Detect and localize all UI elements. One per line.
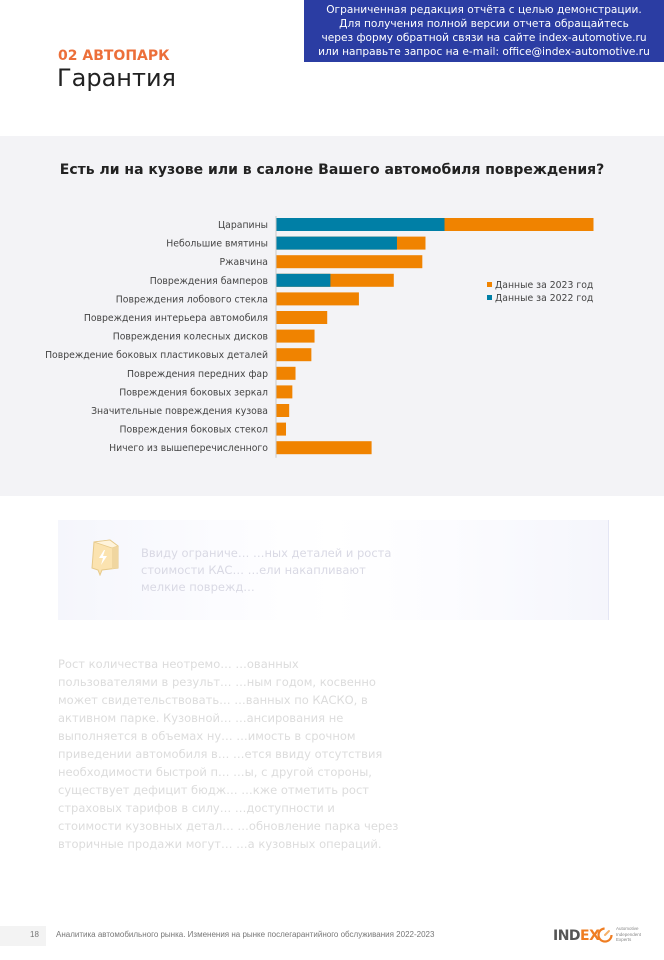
- category-label: Ржавчина: [220, 257, 268, 268]
- bar-2023: [276, 329, 315, 343]
- bar-2023: [276, 441, 372, 455]
- bar-2023: [276, 292, 359, 306]
- banner-line: Для получения полной версии отчета обращ…: [339, 18, 629, 30]
- chart-title: Есть ли на кузове или в салоне Вашего ав…: [59, 162, 605, 178]
- body-line: страховых тарифов в силу… …доступности и: [58, 801, 335, 815]
- legend-swatch-2022: [487, 295, 492, 300]
- body-line: выполняется в объемах ну… …имость в сроч…: [58, 729, 356, 743]
- body-paragraph: Рост количества неотремо… …ованных польз…: [58, 655, 608, 853]
- callout-text: Ввиду ограниче… …ных деталей и роста сто…: [141, 545, 561, 596]
- body-line: приведении автомобиля в… …ется ввиду отс…: [58, 747, 383, 761]
- bar-2022: [276, 218, 445, 231]
- category-label: Небольшие вмятины: [166, 239, 268, 250]
- banner-line: через форму обратной связи на сайте inde…: [321, 32, 647, 44]
- body-line: Рост количества неотремо… …ованных: [58, 657, 299, 671]
- chart-panel: [0, 136, 664, 496]
- category-label: Повреждения лобового стекла: [116, 294, 268, 305]
- category-label: Значительные повреждения кузова: [91, 406, 268, 417]
- logo-tag-line: Experts: [616, 937, 632, 942]
- bar-2022: [276, 236, 397, 250]
- demo-notice-banner: Ограниченная редакция отчёта с целью дем…: [304, 0, 664, 62]
- logo-tagline: Automotive Independent Experts: [616, 926, 641, 943]
- callout-box: [58, 520, 609, 620]
- banner-line: или направьте запрос на e-mail: office@i…: [318, 46, 650, 58]
- legend-label-2023: Данные за 2023 год: [495, 280, 593, 291]
- category-label: Повреждение боковых пластиковых деталей: [45, 350, 268, 361]
- category-label: Повреждения боковых стекол: [120, 425, 269, 436]
- body-line: существует дефицит бюдж… …кже отметить р…: [58, 783, 369, 797]
- body-line: пользователями в результ… …ным годом, ко…: [58, 675, 376, 689]
- category-label: Повреждения передних фар: [127, 369, 268, 380]
- gauge-logo-icon: [597, 927, 613, 943]
- body-line: активном парке. Кузовной… …ансирования н…: [58, 711, 344, 725]
- logo-tag-line: Independent: [616, 931, 642, 937]
- body-line: стоимости кузовных детал… …обновление па…: [58, 819, 399, 833]
- bar-2022: [276, 273, 331, 287]
- logo-wordmark: INDEX: [553, 928, 600, 944]
- bar-2023: [276, 385, 293, 399]
- page-number: 18: [30, 930, 39, 939]
- index-logo: INDEX Automotive Independent Experts: [553, 924, 663, 948]
- category-label: Повреждения боковых зеркал: [119, 387, 268, 398]
- body-line: вторичные продажи могут… …а кузовных опе…: [58, 837, 382, 851]
- page-number-box: [0, 926, 46, 946]
- footer-text: Аналитика автомобильного рынка. Изменени…: [56, 930, 435, 939]
- category-label: Повреждения бамперов: [150, 276, 268, 287]
- body-line: может свидетельствовать… …ванных по КАСК…: [58, 693, 368, 707]
- bar-2023: [276, 348, 312, 362]
- bar-2023: [276, 311, 328, 324]
- logo-tag-line: Automotive: [616, 926, 639, 931]
- bar-2023: [276, 422, 287, 436]
- category-label: Повреждения колесных дисков: [113, 332, 268, 343]
- category-label: Ничего из вышеперечисленного: [109, 443, 268, 454]
- category-label: Царапины: [218, 220, 268, 231]
- legend-swatch-2023: [487, 282, 492, 287]
- bar-2023: [276, 255, 423, 269]
- bar-2023: [276, 404, 290, 417]
- category-label: Повреждения интерьера автомобиля: [84, 313, 268, 324]
- banner-line: Ограниченная редакция отчёта с целью дем…: [326, 4, 642, 16]
- callout-line: стоимости КАС… …ели накапливают: [141, 563, 366, 577]
- lightning-note-icon: [91, 539, 119, 576]
- legend-label-2022: Данные за 2022 год: [495, 293, 593, 304]
- logo-word-left: IND: [553, 928, 581, 944]
- page-title: Гарантия: [57, 64, 176, 92]
- logo-word-accent: EX: [580, 928, 600, 944]
- bar-2023: [276, 366, 296, 380]
- section-label: 02 АВТОПАРК: [58, 48, 170, 64]
- callout-line: Ввиду ограниче… …ных деталей и роста: [141, 546, 392, 560]
- callout-line: мелкие поврежд…: [141, 580, 255, 594]
- body-line: необходимости быстрой п… …ы, с другой ст…: [58, 765, 372, 779]
- bar-chart: Царапины Небольшие вмятины Ржавчина Поврежд…: [45, 216, 594, 458]
